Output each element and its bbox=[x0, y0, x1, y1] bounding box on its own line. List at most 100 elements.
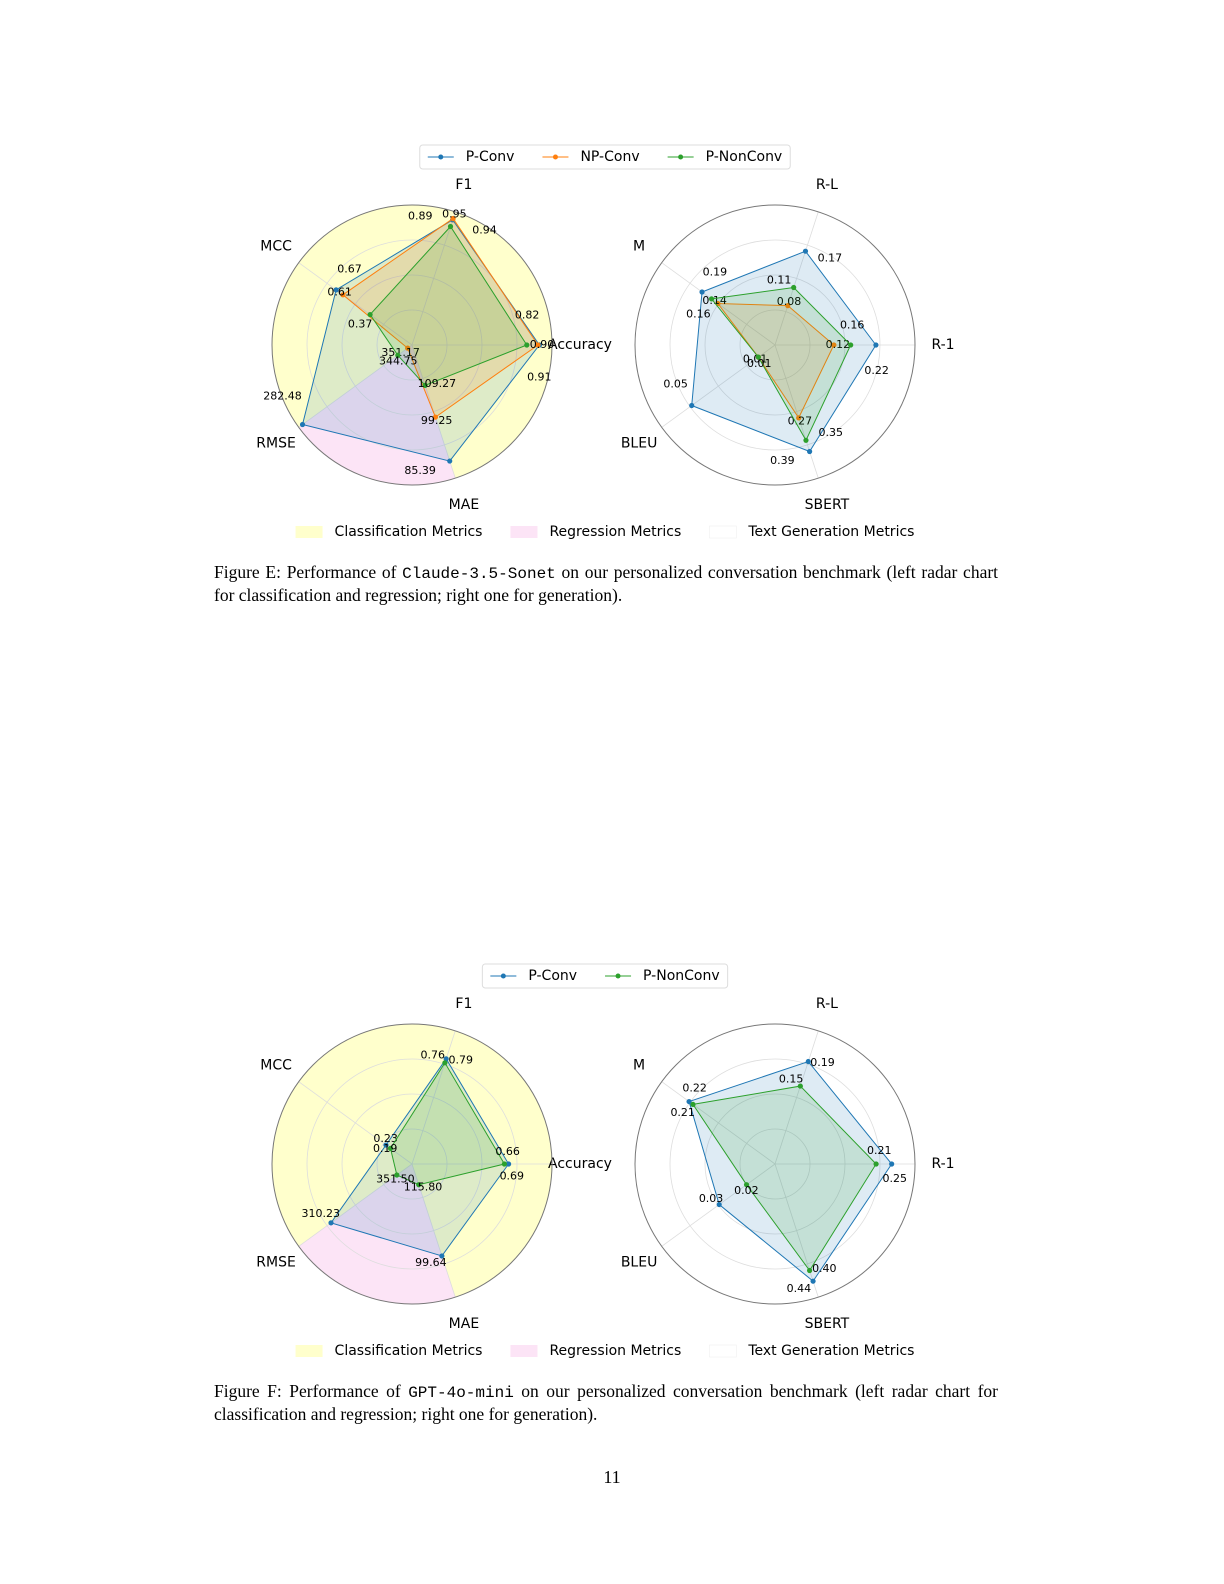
spoke bbox=[298, 262, 413, 346]
value-label: 0.23 bbox=[373, 1132, 398, 1145]
legend-label: Classification Metrics bbox=[335, 524, 483, 540]
series-legend: P-Conv P-NonConv bbox=[481, 963, 729, 989]
data-point bbox=[810, 1278, 816, 1284]
data-point bbox=[447, 458, 453, 464]
value-label: 0.11 bbox=[767, 274, 792, 287]
legend-label: P-Conv bbox=[466, 149, 515, 165]
value-label: 0.19 bbox=[373, 1142, 398, 1155]
data-point bbox=[716, 1201, 722, 1208]
radar-outline bbox=[271, 204, 553, 486]
data-point bbox=[802, 248, 809, 254]
value-label: 0.40 bbox=[812, 1262, 837, 1275]
value-label: 0.82 bbox=[515, 309, 540, 322]
legend-box bbox=[481, 963, 729, 989]
radar-outline bbox=[271, 1023, 553, 1305]
data-point bbox=[416, 1182, 422, 1188]
axis-label: R-1 bbox=[931, 1156, 954, 1172]
data-point bbox=[699, 289, 705, 295]
axis-label: MAE bbox=[449, 497, 480, 513]
data-point bbox=[708, 296, 715, 302]
axis-label: R-1 bbox=[931, 337, 954, 353]
caption-label: Figure E: bbox=[214, 562, 281, 582]
data-point bbox=[796, 415, 802, 421]
legend-label: P-NonConv bbox=[643, 968, 720, 984]
data-point bbox=[807, 448, 813, 455]
value-label: 351.17 bbox=[381, 346, 420, 359]
axis-label: RMSE bbox=[256, 1255, 296, 1271]
value-label: 0.05 bbox=[663, 377, 688, 390]
spoke bbox=[774, 1163, 819, 1298]
data-point bbox=[328, 1220, 334, 1226]
data-point bbox=[797, 1083, 803, 1089]
series-area bbox=[710, 286, 852, 442]
value-label: 0.19 bbox=[810, 1056, 835, 1069]
value-label: 0.12 bbox=[826, 338, 851, 351]
legend-box bbox=[419, 144, 791, 170]
axis-label: R-L bbox=[816, 996, 838, 1012]
value-label: 0.90 bbox=[530, 338, 555, 351]
value-label: 85.39 bbox=[404, 464, 436, 477]
data-point bbox=[524, 342, 530, 348]
axis-label: SBERT bbox=[805, 497, 850, 513]
value-label: 0.67 bbox=[337, 263, 362, 276]
legend-marker bbox=[678, 154, 684, 160]
value-label: 282.48 bbox=[263, 389, 302, 402]
data-point bbox=[889, 1161, 895, 1167]
series-area bbox=[330, 1057, 510, 1257]
series-area bbox=[389, 1061, 506, 1186]
axis-label: BLEU bbox=[621, 1255, 658, 1271]
data-point bbox=[501, 1161, 507, 1167]
caption-text: Performance of bbox=[286, 562, 397, 582]
axis-label: MCC bbox=[260, 238, 292, 254]
caption-text: Performance of bbox=[289, 1381, 401, 1401]
data-point bbox=[387, 1145, 394, 1151]
region-sector bbox=[272, 205, 552, 479]
legend-marker bbox=[615, 973, 621, 979]
legend-label: P-Conv bbox=[528, 968, 577, 984]
value-label: 0.21 bbox=[867, 1144, 892, 1157]
axis-label: R-L bbox=[816, 177, 838, 193]
axis-label: MAE bbox=[449, 1316, 480, 1332]
value-label: 0.17 bbox=[818, 251, 843, 264]
value-label: 0.94 bbox=[472, 223, 497, 236]
axis-label: Accuracy bbox=[548, 1156, 612, 1172]
legend-label: Regression Metrics bbox=[549, 1343, 681, 1359]
legend-patch bbox=[295, 1345, 323, 1357]
data-point bbox=[439, 1253, 445, 1259]
page-number: 11 bbox=[603, 1467, 621, 1487]
data-point bbox=[690, 1101, 696, 1108]
value-label: 0.19 bbox=[703, 266, 728, 279]
caption-text: on our personalized conversation benchma… bbox=[214, 562, 999, 605]
spoke bbox=[661, 1081, 776, 1165]
spoke bbox=[661, 344, 776, 428]
series-area bbox=[691, 250, 877, 453]
value-label: 0.35 bbox=[818, 426, 843, 439]
value-label: 351.50 bbox=[376, 1173, 415, 1186]
caption-label: Figure F: bbox=[214, 1381, 282, 1401]
data-point bbox=[299, 421, 306, 428]
value-label: 344.75 bbox=[379, 355, 418, 368]
spoke bbox=[774, 1030, 819, 1165]
value-label: 99.25 bbox=[421, 414, 453, 427]
value-label: 0.25 bbox=[882, 1172, 907, 1185]
value-label: 0.22 bbox=[864, 364, 889, 377]
value-label: 0.76 bbox=[421, 1049, 446, 1062]
axis-label: SBERT bbox=[805, 1316, 850, 1332]
axis-label: RMSE bbox=[256, 436, 296, 452]
series-area bbox=[301, 219, 541, 462]
legend-patch bbox=[295, 526, 323, 538]
data-point bbox=[848, 342, 854, 348]
spoke bbox=[411, 211, 456, 346]
region-legend: Classification Metrics Regression Metrics… bbox=[295, 1343, 914, 1359]
value-label: 0.66 bbox=[495, 1145, 520, 1158]
legend-label: Text Generation Metrics bbox=[747, 524, 914, 540]
value-label: 0.22 bbox=[682, 1082, 707, 1095]
spoke bbox=[774, 211, 819, 346]
value-label: 0.69 bbox=[500, 1170, 525, 1183]
series-area bbox=[716, 302, 835, 419]
data-point bbox=[447, 223, 454, 230]
data-point bbox=[340, 292, 346, 298]
data-point bbox=[803, 437, 809, 443]
data-point bbox=[791, 284, 797, 291]
